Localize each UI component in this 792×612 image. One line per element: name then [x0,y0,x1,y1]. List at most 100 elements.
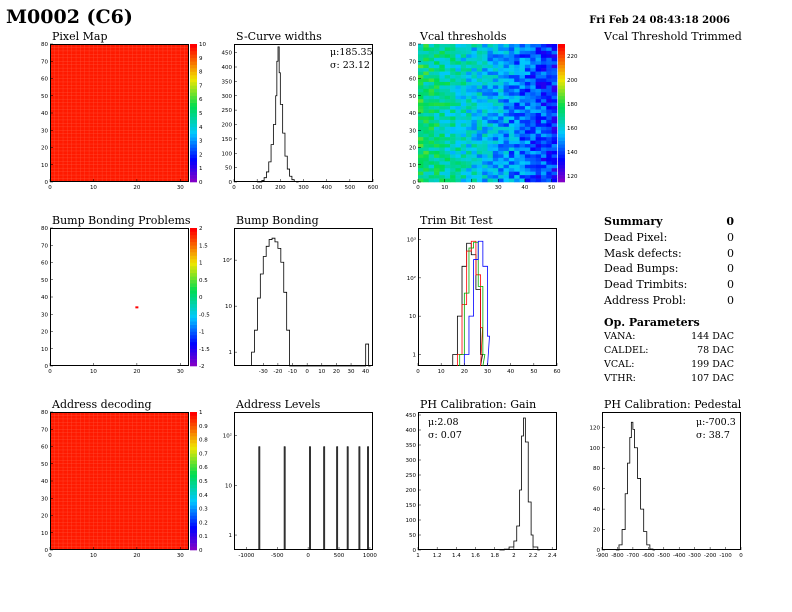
y-tick-label: 450 [406,413,417,419]
heatmap-cell [551,44,558,48]
color-scale-segment [190,119,197,124]
heatmap-cell [428,130,435,134]
heatmap-cell [487,154,494,159]
heatmap-cell [439,106,446,110]
heatmap-cell [476,130,483,134]
heatmap-cell [418,64,424,69]
heatmap-cell [503,50,510,55]
heatmap-cell [535,171,542,176]
color-scale-segment [558,137,565,141]
heatmap-cell [428,137,435,141]
heatmap-cell [450,144,456,148]
heatmap-cell [450,137,456,141]
color-scale-tick-label: 7 [199,83,203,89]
histogram-line [251,237,371,367]
color-scale-segment [190,415,197,420]
heatmap-cell [444,88,451,93]
y-tick-label: 0 [413,548,417,554]
heatmap-cell [423,113,429,117]
heatmap-cell [418,57,424,62]
heatmap-cell [551,150,558,155]
heatmap-cell [476,92,483,97]
heatmap-cell [466,133,472,138]
x-tick-label: 200 [275,185,286,191]
color-scale-tick-label: 1 [199,261,203,267]
color-scale-segment [558,161,565,166]
heatmap-cell [466,54,472,59]
heatmap-cell [530,123,536,128]
color-scale-segment [190,412,197,416]
heatmap-cell [455,71,462,76]
heatmap-cell [514,106,520,110]
x-tick-label: 1.6 [471,553,480,559]
summary-total: 0 [726,215,734,228]
heatmap-cell [476,123,483,128]
color-scale-segment [190,150,197,155]
heatmap-cell [503,81,510,86]
x-tick-label: 20 [468,185,475,191]
color-scale-segment [190,64,197,69]
heatmap-cell [428,123,435,128]
heatmap-cell [460,106,467,110]
heatmap-cell [519,44,526,48]
heatmap-cell [460,178,467,183]
color-scale-segment [190,432,197,437]
color-scale-segment [558,102,565,107]
heatmap-cell [466,106,472,110]
heatmap-cell [546,54,552,59]
heatmap-cell [476,109,483,114]
heatmap-cell [450,123,456,128]
heatmap-cell [508,85,515,90]
heatmap-cell [450,102,456,107]
heatmap-cell [551,123,558,128]
heatmap-cell [530,71,536,76]
heatmap-cell [439,54,446,59]
heatmap-cell [540,161,547,166]
color-scale-segment [190,293,197,298]
heatmap-cell [524,95,531,100]
heatmap-cell [498,123,504,128]
heatmap-cell [492,119,499,124]
heatmap-cell [428,164,435,169]
heatmap-cell [503,75,510,79]
heatmap-cell [439,123,446,128]
heatmap-cell [428,113,435,117]
heatmap-cell [487,147,494,152]
color-scale-segment [190,460,197,465]
heatmap-cell [418,161,424,166]
heatmap-cell [508,113,515,117]
x-tick-label: 0 [232,185,236,191]
heatmap-cell [551,126,558,131]
heatmap-cell [434,106,440,110]
op-param-label: VANA: [604,330,636,342]
heatmap-cell [487,150,494,155]
heatmap-cell [428,144,435,148]
heatmap-cell [450,85,456,90]
heatmap-cell [439,137,446,141]
x-tick-label: -200 [704,553,717,559]
heatmap-cell [476,126,483,131]
heatmap-cell [540,81,547,86]
heatmap-cell [455,126,462,131]
heatmap-cell [492,137,499,141]
heatmap-cell [487,88,494,93]
color-scale-tick-label: 0.3 [199,507,208,513]
heatmap-cell [460,81,467,86]
heatmap-cell [466,78,472,83]
heatmap-cell [546,61,552,65]
heatmap-cell [498,68,504,72]
op-param-value: 78 DAC [697,344,734,356]
color-scale-tick-label: 1 [199,166,203,172]
heatmap-cell [540,116,547,121]
heatmap-cell [487,71,494,76]
heatmap-cell [423,157,429,162]
op-param-label: VCAL: [604,358,635,370]
x-tick-label: -500 [658,553,671,559]
heatmap-cell [444,113,451,117]
heatmap-cell [434,57,440,62]
heatmap-cell [450,61,456,65]
color-scale-tick-label: 0.7 [199,451,208,457]
heatmap-cell [535,57,542,62]
heatmap-cell [476,85,483,90]
heatmap-cell [487,61,494,65]
